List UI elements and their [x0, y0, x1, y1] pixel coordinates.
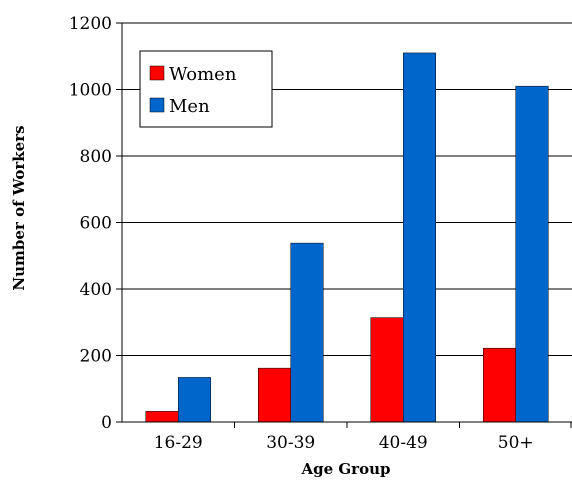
x-tick-label: 30-39: [266, 433, 315, 453]
legend-swatch-women: [149, 65, 165, 81]
y-tick-label: 200: [80, 347, 112, 367]
bar-women-40-49: [370, 317, 404, 423]
x-tick-label: 50+: [498, 433, 534, 453]
y-tick-label: 800: [80, 147, 112, 167]
y-tick-label: 1200: [69, 14, 112, 34]
legend-label-men: Men: [169, 96, 210, 117]
bar-men-16-29: [178, 377, 211, 423]
legend-label-women: Women: [169, 64, 237, 85]
x-tick-labels: 16-29 30-39 40-49 50+: [154, 433, 534, 453]
legend: Women Men: [139, 50, 273, 128]
axes: [121, 23, 572, 428]
y-tick-label: 400: [80, 280, 112, 300]
y-tick-labels: 0 200 400 600 800 1000 1200: [69, 14, 112, 433]
x-axis-title: Age Group: [300, 460, 390, 478]
x-tick-label: 40-49: [379, 433, 428, 453]
bar-men-50+: [515, 85, 549, 423]
y-tick-label: 0: [101, 413, 112, 433]
y-axis-title: Number of Workers: [10, 125, 28, 290]
gridlines: [116, 22, 572, 423]
bar-women-30-39: [258, 367, 291, 423]
bar-women-16-29: [145, 411, 179, 423]
legend-swatch-men: [149, 97, 165, 113]
bars: [145, 52, 549, 423]
bar-men-30-39: [290, 242, 324, 423]
bar-men-40-49: [403, 52, 436, 423]
x-tick-label: 16-29: [154, 433, 203, 453]
y-tick-label: 600: [80, 214, 112, 234]
y-tick-label: 1000: [69, 81, 112, 101]
bar-women-50+: [483, 347, 516, 423]
legend-box: [139, 50, 273, 128]
